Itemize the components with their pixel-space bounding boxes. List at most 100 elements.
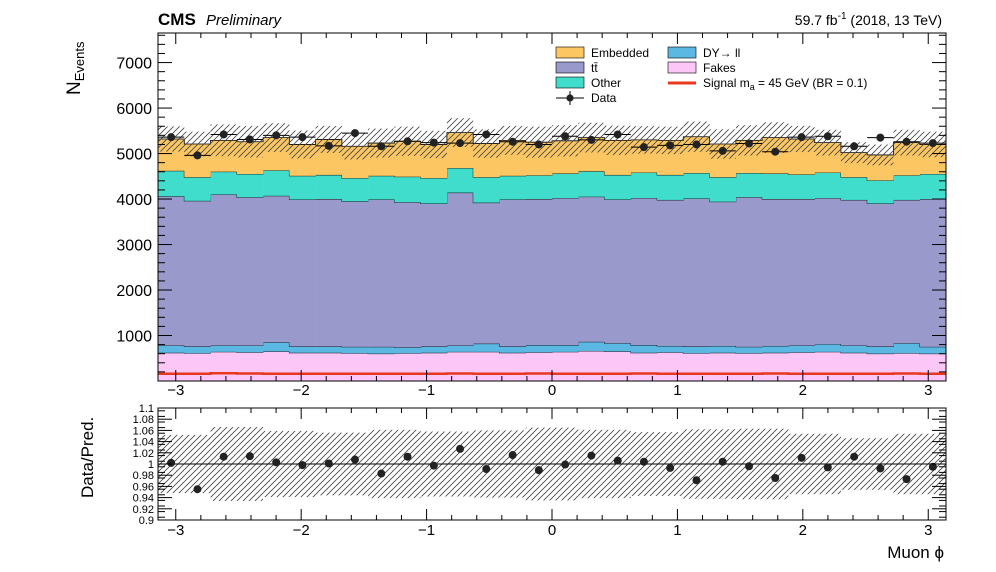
dy-bar [735,346,763,354]
x-axis-label: Muon ϕ [887,543,944,562]
ratio-y-tick-label: 0.9 [139,515,154,527]
ratio-point [771,474,780,482]
other-bar [683,173,710,199]
other-bar [263,170,290,196]
fakes-bar [368,353,395,381]
dy-bar [368,346,395,354]
x-tick-label: 1 [673,382,681,399]
dy-bar [683,346,710,354]
series-ttbar [158,192,946,348]
other-bar [709,177,737,202]
ttbar-bar [735,197,763,347]
luminosity-exponent: -1 [838,11,847,22]
ratio-point [561,460,570,469]
dy-bar [210,345,238,352]
fakes-bar [683,353,710,381]
ratio-y-tick-label: 0.94 [133,493,154,505]
data-point [324,141,333,150]
x-tick-label: 3 [924,382,932,399]
ttbar-bar [525,199,553,346]
data-point [587,135,596,144]
ttbar-bar [315,199,343,347]
fakes-bar [657,352,684,381]
ttbar-bar [578,196,605,342]
fakes-bar [394,353,421,381]
legend-label-dy: DY→ ll [703,46,740,60]
luminosity-value: 59.7 fb [795,12,838,28]
dy-bar [788,345,815,353]
ratio-point [167,458,176,467]
dy-bar [446,345,474,352]
other-bar [762,173,789,200]
dy-bar [289,346,316,353]
x-tick-label: 2 [799,522,807,539]
y-tick-label: 2000 [116,283,152,300]
fakes-bar [709,352,737,381]
ratio-point [823,463,832,472]
ratio-point [613,456,622,465]
uncertainty-box [341,133,369,160]
dy-bar [893,343,921,354]
legend-swatch-other [555,76,585,89]
ratio-y-tick-label: 1.02 [133,448,154,460]
dy-bar [525,345,553,353]
fakes-bar [236,352,264,381]
ttbar-bar [341,201,369,347]
ratio-axes: 0.90.920.940.960.9811.021.041.061.081.1−… [133,403,946,539]
other-bar [368,175,395,200]
data-point [167,133,176,142]
ratio-point [377,469,386,478]
y-tick-label: 4000 [116,192,152,209]
ratio-y-tick-label: 1.1 [139,403,154,415]
data-points [158,129,946,160]
uncertainty-box [867,144,894,166]
ratio-point [692,476,701,485]
other-bar [394,176,421,203]
uncertainty-box [552,125,579,157]
dy-bar [630,345,658,353]
dy-bar [158,345,185,353]
ratio-point [350,455,359,464]
preliminary-label: Preliminary [206,12,283,29]
x-tick-label: −1 [418,522,435,539]
ratio-point [193,485,202,494]
y-axis-label: NEvents [64,41,87,95]
legend-label-embedded: Embedded [591,46,649,60]
ratio-point [456,444,465,453]
cms-label: CMS [158,10,196,29]
data-point [429,138,438,147]
other-bar [420,178,448,204]
dy-bar [867,346,894,354]
ttbar-bar [604,199,632,344]
ratio-point [508,451,517,460]
data-point [508,137,517,146]
fakes-bar [289,352,316,381]
ratio-point [666,463,675,472]
fakes-bar [446,351,474,381]
other-bar [814,172,842,199]
main-axes: 1000 2000 3000 4000 5000 6000 7000 −3 −2 −1 0 1 2 3 [116,33,946,399]
x-tick-label: 1 [673,522,681,539]
ttbar-bar [709,201,737,346]
dy-bar [420,346,448,353]
ttbar-bar [762,199,789,346]
stack-layer [158,118,946,381]
fakes-bar [919,353,946,381]
ratio-point [403,452,412,461]
x-tick-label: 0 [548,382,556,399]
legend-label-signal: Signal ma = 45 GeV (BR = 0.1) [703,76,867,92]
legend: Embedded tt̄ Other Data DY→ ll Fakes Sig… [555,46,867,105]
ttbar-bar [657,199,684,346]
fakes-bar [420,352,448,381]
main-panel: 1000 2000 3000 4000 5000 6000 7000 −3 −2 −1 0 1 2 3 [116,32,947,399]
other-bar [630,172,658,199]
ratio-y-tick-label: 1.08 [133,414,154,426]
ratio-y-tick-label: 0.96 [133,481,154,493]
x-tick-label: −3 [167,382,184,399]
other-bar [289,175,316,200]
ttbar-bar [210,194,238,346]
fakes-bar [735,353,763,381]
legend-signal-post: = 45 GeV (BR = 0.1) [755,76,868,90]
other-bar [473,177,500,203]
uncertainty-box [657,126,684,155]
